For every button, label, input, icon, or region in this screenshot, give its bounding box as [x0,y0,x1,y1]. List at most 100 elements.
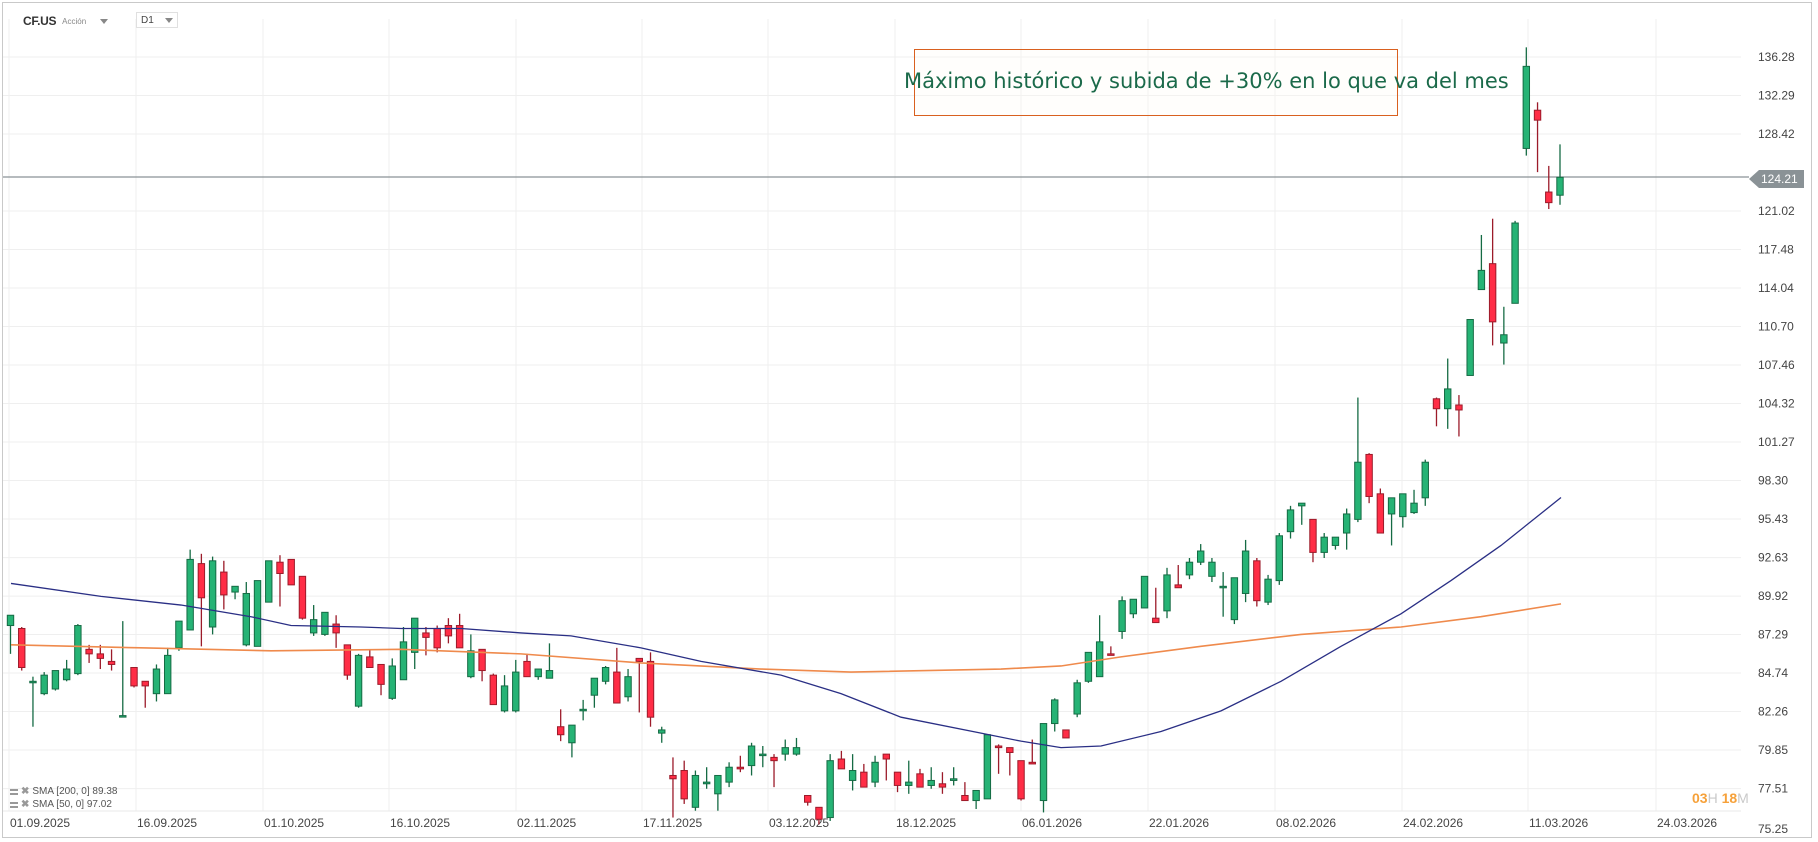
chevron-down-icon[interactable] [100,18,109,24]
y-axis-label: 117.48 [1758,242,1794,256]
candle-down [1062,729,1070,739]
candle-up [6,614,15,627]
candle-down [1533,109,1542,121]
candle-down [669,774,677,780]
candle-down [893,771,902,786]
candle-down [18,627,26,669]
y-axis-label: 107.46 [1758,358,1795,372]
candle-up [1522,65,1531,149]
x-axis-label: 11.03.2026 [1529,816,1588,830]
candle-up [1051,699,1059,725]
candle-up [231,585,239,593]
annotation-text[interactable]: Máximo histórico y subida de +30% en lo … [904,69,1509,93]
candle-up [1331,536,1340,546]
candle-down [556,726,565,736]
symbol-label: CF.US [23,14,57,28]
candle-up [388,665,396,699]
candle-down [815,806,823,820]
y-axis-label: 136.28 [1758,50,1795,64]
x-axis-label: 01.10.2025 [264,816,324,830]
candle-down [1174,584,1182,589]
candle-down [736,766,745,770]
candle-up [51,670,60,690]
candle-down [961,794,969,802]
candle-up [691,774,700,808]
candle-down [220,571,228,596]
candle-up [253,580,262,647]
candle-up [624,676,632,698]
close-icon[interactable]: ✖ [21,799,30,810]
candle-down [1006,747,1014,753]
candle-down [646,660,655,718]
candle-up [871,761,879,783]
x-axis-label: 24.03.2026 [1657,816,1717,830]
candle-up [512,671,520,712]
y-axis-label: 87.29 [1758,628,1788,642]
candle-down [770,756,778,762]
candle-up [265,560,273,603]
candle-up [1410,502,1418,514]
instrument-type: Acción [62,16,87,26]
candle-down [860,771,868,788]
legend-label: SMA [50, 0] 97.02 [32,799,112,810]
candle-down [1107,653,1115,656]
candle-down [680,770,688,800]
candle-up [1196,550,1205,563]
candle-up [1511,222,1519,304]
candle-down [837,758,846,770]
candle-up [40,674,48,695]
candle-up [927,779,935,786]
timer-m-unit: M [1737,790,1749,806]
symbol-selector[interactable]: CF.US Acción [23,11,109,31]
candle-down [1545,191,1553,204]
candle-down [1365,453,1373,497]
candle-up [1230,577,1239,621]
candle-up [1387,497,1396,515]
timer-minutes: 18 [1721,790,1738,806]
candle-up [848,770,857,781]
candle-up [74,625,82,675]
candle-up [792,747,801,755]
candlestick-chart[interactable]: 136.28 132.29 128.42 121.02 117.48 114.04 110.… [3,3,1813,839]
indicator-settings-icon[interactable] [10,788,18,795]
timeframe-select[interactable]: D1 [136,12,178,28]
candle-up [119,715,127,718]
candle-up [1466,319,1474,376]
candle-up [568,724,576,744]
chevron-down-icon[interactable] [165,17,173,23]
candle-up [601,667,610,682]
indicator-settings-icon[interactable] [10,801,18,808]
candle-up [242,592,250,646]
candle-up [500,685,509,712]
timer-hours: 03 [1692,790,1708,806]
candle-up [1185,561,1194,576]
candle-up [1039,723,1048,802]
close-icon[interactable]: ✖ [21,786,30,797]
candle-up [29,680,37,684]
x-axis-label: 18.12.2025 [896,816,956,830]
candle-down [455,625,464,649]
sma-50-line [10,497,1562,749]
candle-down [276,561,284,574]
x-axis-label: 02.11.2025 [517,816,576,830]
candle-down [916,773,924,788]
candle-up [781,747,789,755]
candle-up [467,650,475,678]
candle-down [478,648,486,672]
candle-up [1219,585,1227,589]
sma-200-line [10,603,1562,673]
candle-up [1421,461,1429,499]
candle-up [163,654,172,695]
candle-up [1073,682,1081,715]
candle-down [1253,560,1261,602]
y-axis-label: 104.32 [1758,396,1795,410]
annotation-box[interactable] [914,49,1398,116]
candle-up [1118,600,1126,632]
candle-down [377,663,385,685]
legend-sma-50: ✖ SMA [50, 0] 97.02 [10,799,112,810]
candle-up [208,560,217,628]
candle-down [130,667,138,687]
y-axis-label: 89.92 [1758,589,1788,603]
y-axis-label: 92.63 [1758,551,1788,565]
